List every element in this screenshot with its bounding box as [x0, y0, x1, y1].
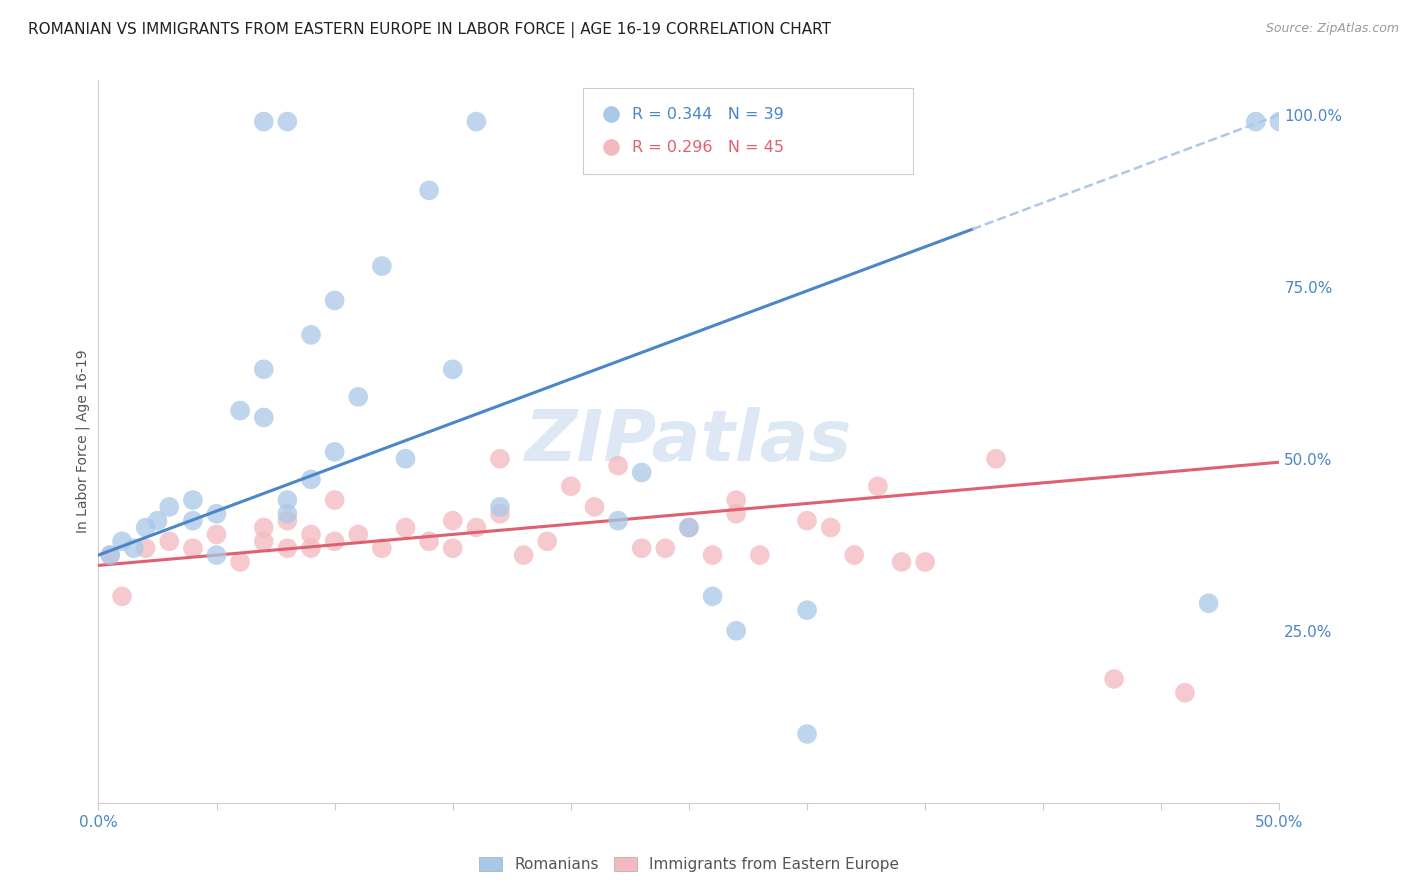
Point — [181, 514, 204, 528]
Point — [796, 603, 818, 617]
Point — [146, 514, 169, 528]
Point — [607, 458, 630, 473]
Point — [796, 514, 818, 528]
Point — [253, 114, 276, 128]
Point — [465, 114, 488, 128]
Text: ROMANIAN VS IMMIGRANTS FROM EASTERN EUROPE IN LABOR FORCE | AGE 16-19 CORRELATIO: ROMANIAN VS IMMIGRANTS FROM EASTERN EURO… — [28, 22, 831, 38]
Point — [205, 507, 228, 521]
Point — [725, 624, 748, 638]
Legend: Romanians, Immigrants from Eastern Europe: Romanians, Immigrants from Eastern Europ… — [472, 851, 905, 879]
Point — [1102, 672, 1125, 686]
Point — [630, 466, 652, 480]
Point — [323, 293, 346, 308]
Point — [276, 493, 298, 508]
Point — [323, 445, 346, 459]
Text: R = 0.296   N = 45: R = 0.296 N = 45 — [633, 140, 785, 155]
Point — [560, 479, 582, 493]
Point — [157, 500, 180, 514]
Point — [181, 493, 204, 508]
Point — [276, 541, 298, 556]
Point — [276, 514, 298, 528]
Point — [725, 493, 748, 508]
Point — [489, 507, 512, 521]
Point — [890, 555, 912, 569]
Point — [583, 500, 606, 514]
Point — [157, 534, 180, 549]
Text: Source: ZipAtlas.com: Source: ZipAtlas.com — [1265, 22, 1399, 36]
Point — [371, 259, 394, 273]
Point — [678, 520, 700, 534]
Point — [111, 534, 134, 549]
Point — [914, 555, 936, 569]
Point — [465, 520, 488, 534]
Point — [323, 534, 346, 549]
Point — [654, 541, 676, 556]
Point — [394, 520, 416, 534]
Point — [299, 472, 322, 486]
Point — [418, 183, 440, 197]
Point — [253, 520, 276, 534]
Y-axis label: In Labor Force | Age 16-19: In Labor Force | Age 16-19 — [76, 350, 90, 533]
Point — [1268, 114, 1291, 128]
Point — [866, 479, 889, 493]
FancyBboxPatch shape — [582, 87, 914, 174]
Point — [489, 500, 512, 514]
Point — [299, 527, 322, 541]
Point — [229, 555, 252, 569]
Point — [796, 727, 818, 741]
Point — [820, 520, 842, 534]
Point — [181, 541, 204, 556]
Point — [253, 362, 276, 376]
Point — [229, 403, 252, 417]
Point — [984, 451, 1007, 466]
Text: R = 0.344   N = 39: R = 0.344 N = 39 — [633, 107, 785, 121]
Point — [418, 534, 440, 549]
Point — [844, 548, 866, 562]
Point — [1244, 114, 1267, 128]
Point — [725, 507, 748, 521]
Point — [489, 451, 512, 466]
Point — [135, 541, 157, 556]
Point — [276, 507, 298, 521]
Point — [1174, 686, 1197, 700]
Point — [441, 514, 464, 528]
Text: ZIPatlas: ZIPatlas — [526, 407, 852, 476]
Point — [630, 541, 652, 556]
Point — [702, 548, 724, 562]
Point — [323, 493, 346, 508]
Point — [205, 548, 228, 562]
Point — [299, 541, 322, 556]
Point — [347, 527, 370, 541]
Point — [111, 590, 134, 604]
Point — [441, 541, 464, 556]
Point — [135, 520, 157, 534]
Point — [394, 451, 416, 466]
Point — [276, 114, 298, 128]
Point — [122, 541, 145, 556]
Point — [253, 534, 276, 549]
Point — [441, 362, 464, 376]
Point — [98, 548, 121, 562]
Point — [1112, 171, 1135, 186]
Point — [607, 514, 630, 528]
Point — [536, 534, 558, 549]
Point — [205, 527, 228, 541]
Point — [1198, 596, 1220, 610]
Point — [98, 548, 121, 562]
Point — [702, 590, 724, 604]
Point — [1112, 140, 1135, 154]
Point — [299, 327, 322, 342]
Point — [678, 520, 700, 534]
Point — [583, 114, 606, 128]
Point — [512, 548, 534, 562]
Point — [253, 410, 276, 425]
Point — [347, 390, 370, 404]
Point — [371, 541, 394, 556]
Point — [748, 548, 770, 562]
